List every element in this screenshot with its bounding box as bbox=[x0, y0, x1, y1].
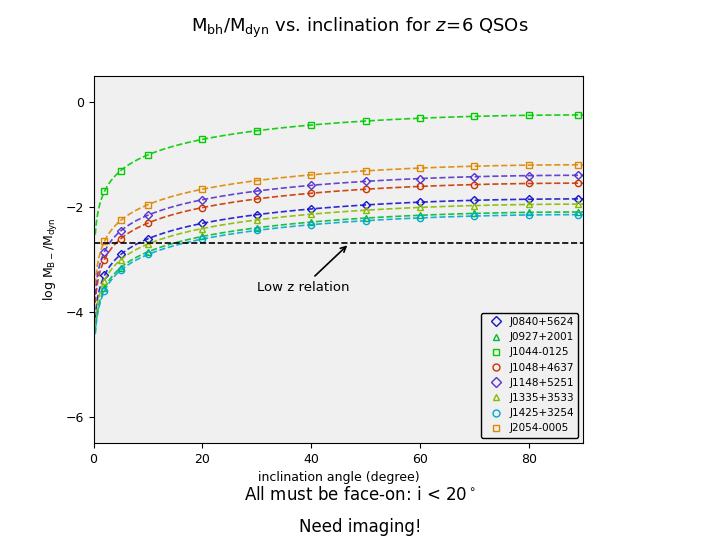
Text: Low z relation: Low z relation bbox=[257, 247, 349, 294]
Text: All must be face-on: i < 20$^\circ$: All must be face-on: i < 20$^\circ$ bbox=[244, 486, 476, 504]
Text: Need imaging!: Need imaging! bbox=[299, 518, 421, 536]
X-axis label: inclination angle (degree): inclination angle (degree) bbox=[258, 471, 419, 484]
Text: M$_{\rm bh}$/M$_{\rm dyn}$ vs. inclination for $z\!=\!6$ QSOs: M$_{\rm bh}$/M$_{\rm dyn}$ vs. inclinati… bbox=[192, 16, 528, 40]
Legend: J0840+5624, J0927+2001, J1044-0125, J1048+4637, J1148+5251, J1335+3533, J1425+32: J0840+5624, J0927+2001, J1044-0125, J104… bbox=[481, 313, 578, 437]
Y-axis label: log M$_{\rm B-}$/M$_{\rm dyn}$: log M$_{\rm B-}$/M$_{\rm dyn}$ bbox=[42, 218, 60, 301]
